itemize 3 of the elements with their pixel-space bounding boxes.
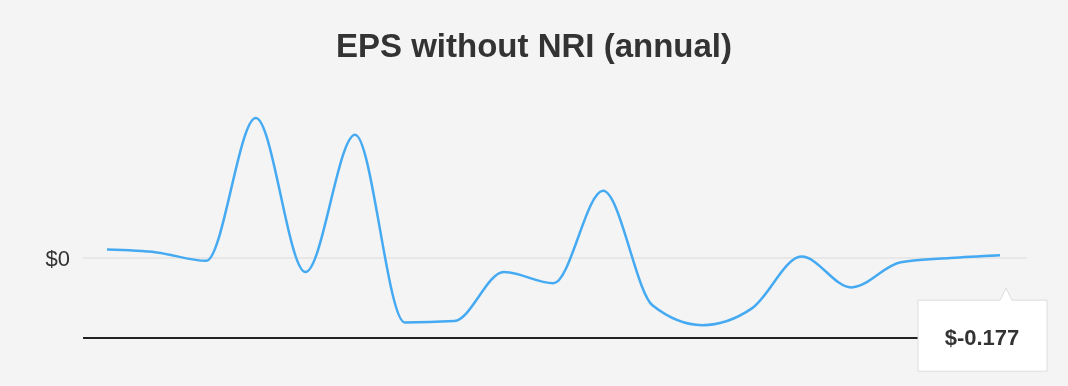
ref-line-label: $0 bbox=[45, 246, 70, 271]
annotation: $-0.177 bbox=[944, 325, 1020, 351]
chart-title: EPS without NRI (annual) bbox=[336, 27, 732, 64]
